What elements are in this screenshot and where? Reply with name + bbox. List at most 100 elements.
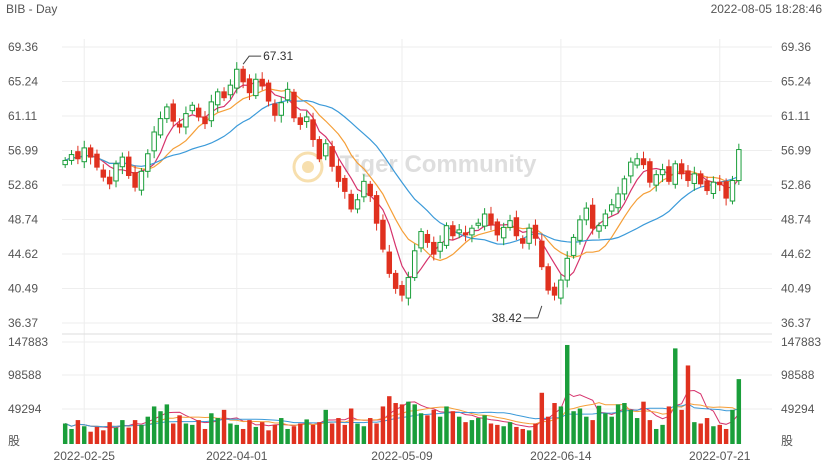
candle[interactable] xyxy=(551,282,558,301)
volume-bar[interactable] xyxy=(514,426,519,444)
candle[interactable] xyxy=(653,170,659,192)
candle[interactable] xyxy=(431,236,437,261)
volume-bar[interactable] xyxy=(717,424,722,444)
volume-bar[interactable] xyxy=(342,424,348,444)
candle[interactable] xyxy=(545,263,551,295)
volume-bar[interactable] xyxy=(291,426,297,444)
volume-bar[interactable] xyxy=(234,424,239,444)
volume-bar[interactable] xyxy=(285,428,290,444)
volume-bar[interactable] xyxy=(730,409,735,444)
volume-bar[interactable] xyxy=(711,426,716,444)
candle[interactable] xyxy=(615,186,621,214)
volume-bar[interactable] xyxy=(558,406,564,444)
candle[interactable] xyxy=(704,176,710,195)
volume-bar[interactable] xyxy=(62,423,68,444)
volume-bar[interactable] xyxy=(469,420,475,444)
candle[interactable] xyxy=(138,167,145,196)
volume-bar[interactable] xyxy=(272,424,278,444)
candle[interactable] xyxy=(202,111,208,129)
volume-bar[interactable] xyxy=(488,423,494,444)
volume-bar[interactable] xyxy=(507,422,513,444)
volume-bar[interactable] xyxy=(113,427,119,444)
volume-bar[interactable] xyxy=(418,413,424,444)
volume-bar[interactable] xyxy=(603,413,608,444)
candle[interactable] xyxy=(259,72,265,91)
candle[interactable] xyxy=(189,101,196,115)
volume-bar[interactable] xyxy=(647,420,653,444)
candle[interactable] xyxy=(469,224,475,243)
candle[interactable] xyxy=(227,79,234,100)
candle[interactable] xyxy=(666,159,672,185)
candle[interactable] xyxy=(354,193,361,214)
volume-bar[interactable] xyxy=(177,415,182,444)
volume-bar[interactable] xyxy=(526,430,532,444)
volume-bar[interactable] xyxy=(399,404,405,444)
candle[interactable] xyxy=(640,151,647,169)
candle[interactable] xyxy=(570,234,577,259)
candle[interactable] xyxy=(373,190,380,231)
volume-bar[interactable] xyxy=(609,416,614,444)
candle[interactable] xyxy=(717,175,723,192)
candle[interactable] xyxy=(253,73,259,99)
volume-bar[interactable] xyxy=(692,422,697,444)
volume-bar[interactable] xyxy=(323,409,328,444)
candle[interactable] xyxy=(361,174,367,203)
volume-bar[interactable] xyxy=(221,409,227,444)
candle[interactable] xyxy=(697,170,704,188)
volume-bar[interactable] xyxy=(228,423,233,444)
candle[interactable] xyxy=(386,244,393,278)
candle[interactable] xyxy=(100,164,107,182)
candle[interactable] xyxy=(589,198,596,235)
volume-bar[interactable] xyxy=(685,365,691,444)
candle[interactable] xyxy=(411,243,418,281)
candle[interactable] xyxy=(647,158,653,188)
volume-bar[interactable] xyxy=(704,418,710,444)
candle[interactable] xyxy=(729,175,736,205)
volume-bar[interactable] xyxy=(202,428,208,444)
candle[interactable] xyxy=(221,87,227,102)
volume-bar[interactable] xyxy=(259,422,265,444)
candle[interactable] xyxy=(316,136,323,163)
volume-bar[interactable] xyxy=(266,430,271,444)
candle[interactable] xyxy=(214,88,221,113)
volume-bar[interactable] xyxy=(501,426,506,444)
volume-bar[interactable] xyxy=(158,411,163,444)
candle[interactable] xyxy=(672,160,678,189)
volume-bar[interactable] xyxy=(126,427,131,444)
candle[interactable] xyxy=(608,198,615,216)
candle[interactable] xyxy=(596,222,602,239)
volume-bar[interactable] xyxy=(279,418,284,444)
volume-bar[interactable] xyxy=(437,416,443,444)
volume-bar[interactable] xyxy=(673,348,678,444)
volume-bar[interactable] xyxy=(666,406,672,444)
volume-bar[interactable] xyxy=(412,404,417,444)
candle[interactable] xyxy=(310,112,316,147)
candle[interactable] xyxy=(303,111,310,128)
volume-bar[interactable] xyxy=(120,420,125,444)
candle[interactable] xyxy=(399,280,405,302)
volume-bar[interactable] xyxy=(240,428,246,444)
candle[interactable] xyxy=(520,235,526,249)
volume-bar[interactable] xyxy=(660,424,665,444)
candle[interactable] xyxy=(323,139,329,161)
candle[interactable] xyxy=(678,159,685,180)
volume-bar[interactable] xyxy=(476,418,481,444)
volume-bar[interactable] xyxy=(317,422,322,444)
volume-bar[interactable] xyxy=(482,415,487,444)
candle[interactable] xyxy=(94,149,100,171)
volume-bar[interactable] xyxy=(298,423,303,444)
candle[interactable] xyxy=(494,218,501,242)
volume-bar[interactable] xyxy=(94,426,100,444)
volume-bar[interactable] xyxy=(368,418,373,444)
candle[interactable] xyxy=(132,165,138,192)
volume-bar[interactable] xyxy=(584,416,589,444)
volume-bar[interactable] xyxy=(132,420,138,444)
candle[interactable] xyxy=(513,210,520,241)
candle[interactable] xyxy=(75,145,81,165)
volume-bar[interactable] xyxy=(679,409,684,444)
volume-bar[interactable] xyxy=(336,418,341,444)
volume-bar[interactable] xyxy=(329,423,335,444)
volume-bar[interactable] xyxy=(634,418,640,444)
candle[interactable] xyxy=(691,166,698,191)
